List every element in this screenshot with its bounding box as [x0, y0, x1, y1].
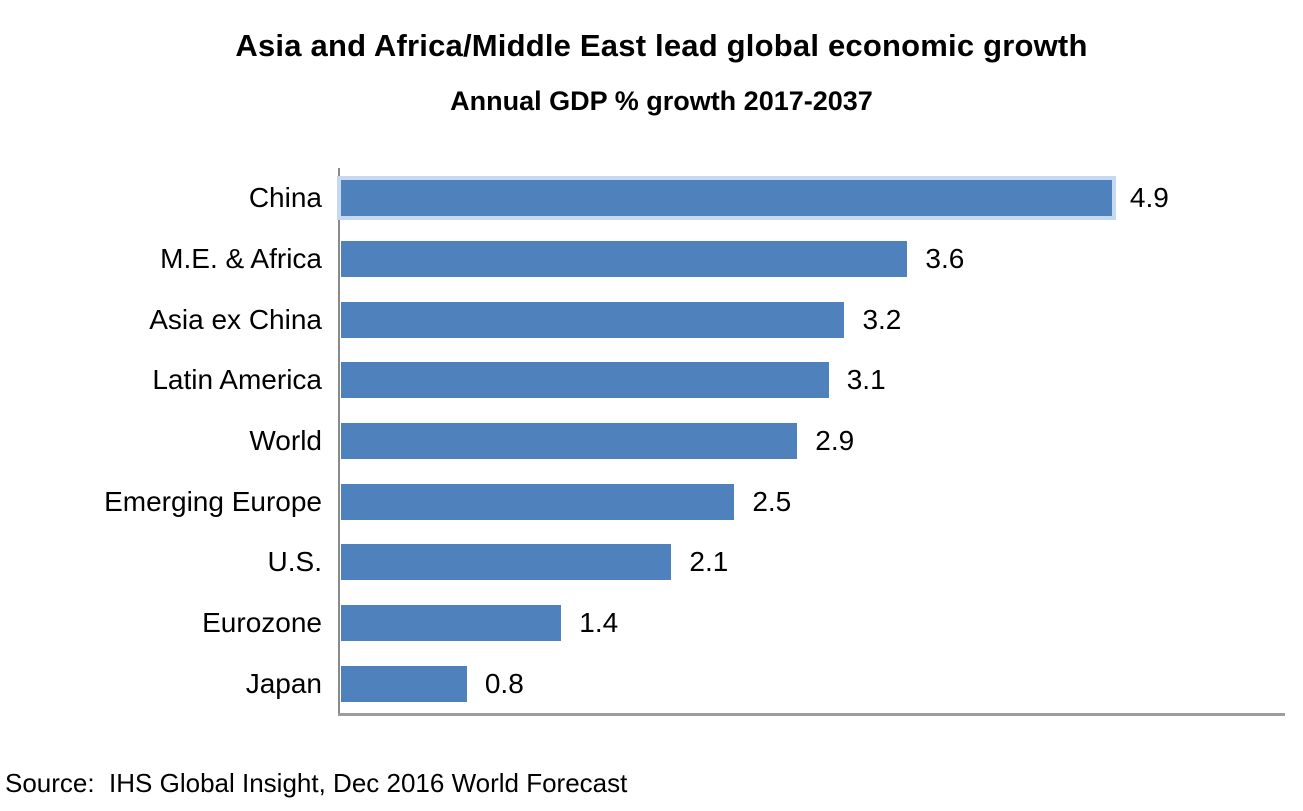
bar-row: 2.9 [341, 411, 1285, 472]
x-axis-line [338, 713, 1285, 716]
value-label: 2.1 [689, 546, 729, 578]
category-label: Emerging Europe [104, 485, 322, 517]
chart-title: Asia and Africa/Middle East lead global … [235, 28, 1088, 63]
bar [341, 665, 467, 702]
value-label: 2.9 [815, 424, 855, 456]
bar [341, 604, 562, 641]
category-label: Asia ex China [149, 303, 322, 335]
value-label: 3.2 [862, 303, 902, 335]
category-label: Japan [245, 667, 322, 699]
bar [341, 422, 798, 459]
category-label: U.S. [267, 546, 322, 578]
bar-row: 1.4 [341, 593, 1285, 654]
category-label: Eurozone [202, 606, 322, 638]
bars-column: 4.9 3.6 3.2 3.1 2.9 2.5 2.1 1.4 0.8 [337, 168, 1285, 714]
bar [341, 301, 845, 338]
bar [341, 240, 908, 277]
y-axis-line [338, 168, 340, 715]
bar-row: 2.5 [341, 471, 1285, 532]
bar [341, 544, 672, 581]
bar-row: 3.1 [341, 350, 1285, 411]
bar-row: 2.1 [341, 532, 1285, 593]
bar-row: 0.8 [341, 653, 1285, 714]
value-label: 1.4 [579, 606, 619, 638]
source-note: Source: IHS Global Insight, Dec 2016 Wor… [5, 768, 628, 798]
bar [337, 176, 1116, 221]
chart-subtitle: Annual GDP % growth 2017-2037 [450, 86, 873, 116]
value-label: 3.1 [846, 364, 886, 396]
bar-row: 4.9 [337, 168, 1285, 229]
category-labels-column: China M.E. & Africa Asia ex China Latin Ame… [0, 168, 322, 714]
bar [341, 483, 735, 520]
value-label: 3.6 [925, 242, 965, 274]
value-label: 4.9 [1129, 182, 1169, 214]
category-label: World [249, 424, 322, 456]
category-label: China [248, 182, 322, 214]
bar-row: 3.6 [341, 229, 1285, 290]
category-label: M.E. & Africa [160, 242, 322, 274]
bar-row: 3.2 [341, 289, 1285, 350]
value-label: 0.8 [484, 667, 524, 699]
bar [341, 362, 829, 399]
plot-area: China M.E. & Africa Asia ex China Latin Ame… [0, 168, 1303, 716]
category-label: Latin America [152, 364, 322, 396]
value-label: 2.5 [752, 485, 792, 517]
